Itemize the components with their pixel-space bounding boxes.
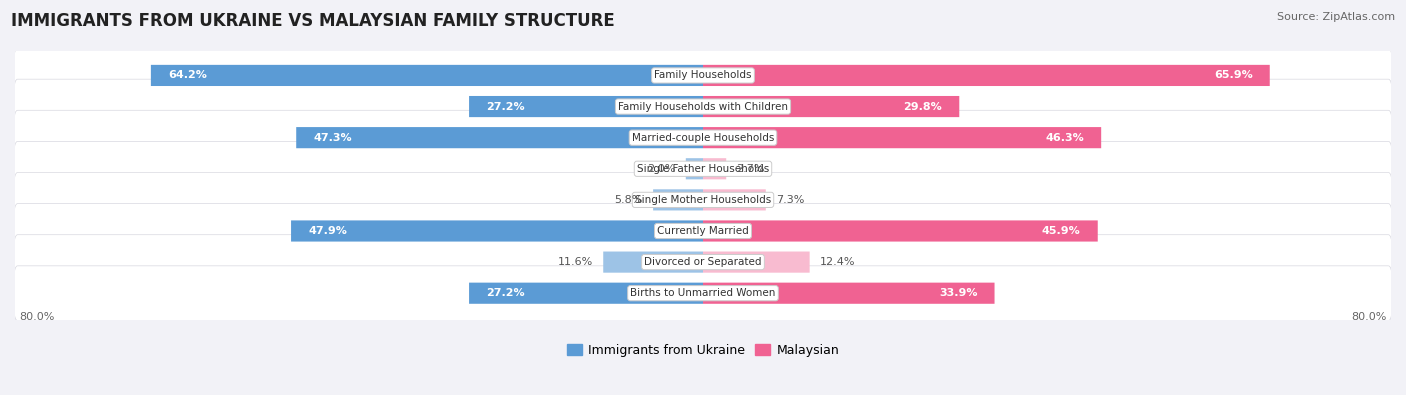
FancyBboxPatch shape <box>603 252 703 273</box>
Text: Currently Married: Currently Married <box>657 226 749 236</box>
FancyBboxPatch shape <box>150 65 703 86</box>
Text: 2.0%: 2.0% <box>647 164 675 174</box>
Text: 11.6%: 11.6% <box>558 257 593 267</box>
Text: 65.9%: 65.9% <box>1213 70 1253 81</box>
Text: Source: ZipAtlas.com: Source: ZipAtlas.com <box>1277 12 1395 22</box>
Text: 80.0%: 80.0% <box>20 312 55 322</box>
FancyBboxPatch shape <box>703 127 1101 148</box>
Text: 47.9%: 47.9% <box>308 226 347 236</box>
FancyBboxPatch shape <box>14 235 1392 290</box>
Text: 64.2%: 64.2% <box>169 70 207 81</box>
FancyBboxPatch shape <box>14 141 1392 196</box>
Text: Family Households: Family Households <box>654 70 752 81</box>
Text: Single Father Households: Single Father Households <box>637 164 769 174</box>
Text: 46.3%: 46.3% <box>1045 133 1084 143</box>
FancyBboxPatch shape <box>654 189 703 211</box>
FancyBboxPatch shape <box>703 283 994 304</box>
FancyBboxPatch shape <box>14 79 1392 134</box>
Text: 2.7%: 2.7% <box>737 164 765 174</box>
FancyBboxPatch shape <box>470 96 703 117</box>
Text: 5.8%: 5.8% <box>614 195 643 205</box>
FancyBboxPatch shape <box>14 266 1392 321</box>
FancyBboxPatch shape <box>703 189 766 211</box>
FancyBboxPatch shape <box>297 127 703 148</box>
FancyBboxPatch shape <box>703 96 959 117</box>
Text: 80.0%: 80.0% <box>1351 312 1386 322</box>
Text: 47.3%: 47.3% <box>314 133 352 143</box>
Text: 12.4%: 12.4% <box>820 257 855 267</box>
FancyBboxPatch shape <box>703 220 1098 242</box>
Text: 27.2%: 27.2% <box>486 102 524 111</box>
FancyBboxPatch shape <box>14 203 1392 258</box>
Text: 29.8%: 29.8% <box>903 102 942 111</box>
FancyBboxPatch shape <box>703 158 727 179</box>
FancyBboxPatch shape <box>14 48 1392 103</box>
Text: IMMIGRANTS FROM UKRAINE VS MALAYSIAN FAMILY STRUCTURE: IMMIGRANTS FROM UKRAINE VS MALAYSIAN FAM… <box>11 12 614 30</box>
FancyBboxPatch shape <box>703 65 1270 86</box>
Text: Single Mother Households: Single Mother Households <box>636 195 770 205</box>
Text: 7.3%: 7.3% <box>776 195 804 205</box>
Text: 33.9%: 33.9% <box>939 288 977 298</box>
FancyBboxPatch shape <box>14 110 1392 165</box>
Text: Births to Unmarried Women: Births to Unmarried Women <box>630 288 776 298</box>
Text: Family Households with Children: Family Households with Children <box>619 102 787 111</box>
Text: 45.9%: 45.9% <box>1042 226 1081 236</box>
FancyBboxPatch shape <box>14 173 1392 227</box>
Legend: Immigrants from Ukraine, Malaysian: Immigrants from Ukraine, Malaysian <box>562 339 844 362</box>
FancyBboxPatch shape <box>703 252 810 273</box>
Text: Divorced or Separated: Divorced or Separated <box>644 257 762 267</box>
FancyBboxPatch shape <box>470 283 703 304</box>
Text: Married-couple Households: Married-couple Households <box>631 133 775 143</box>
FancyBboxPatch shape <box>686 158 703 179</box>
FancyBboxPatch shape <box>291 220 703 242</box>
Text: 27.2%: 27.2% <box>486 288 524 298</box>
